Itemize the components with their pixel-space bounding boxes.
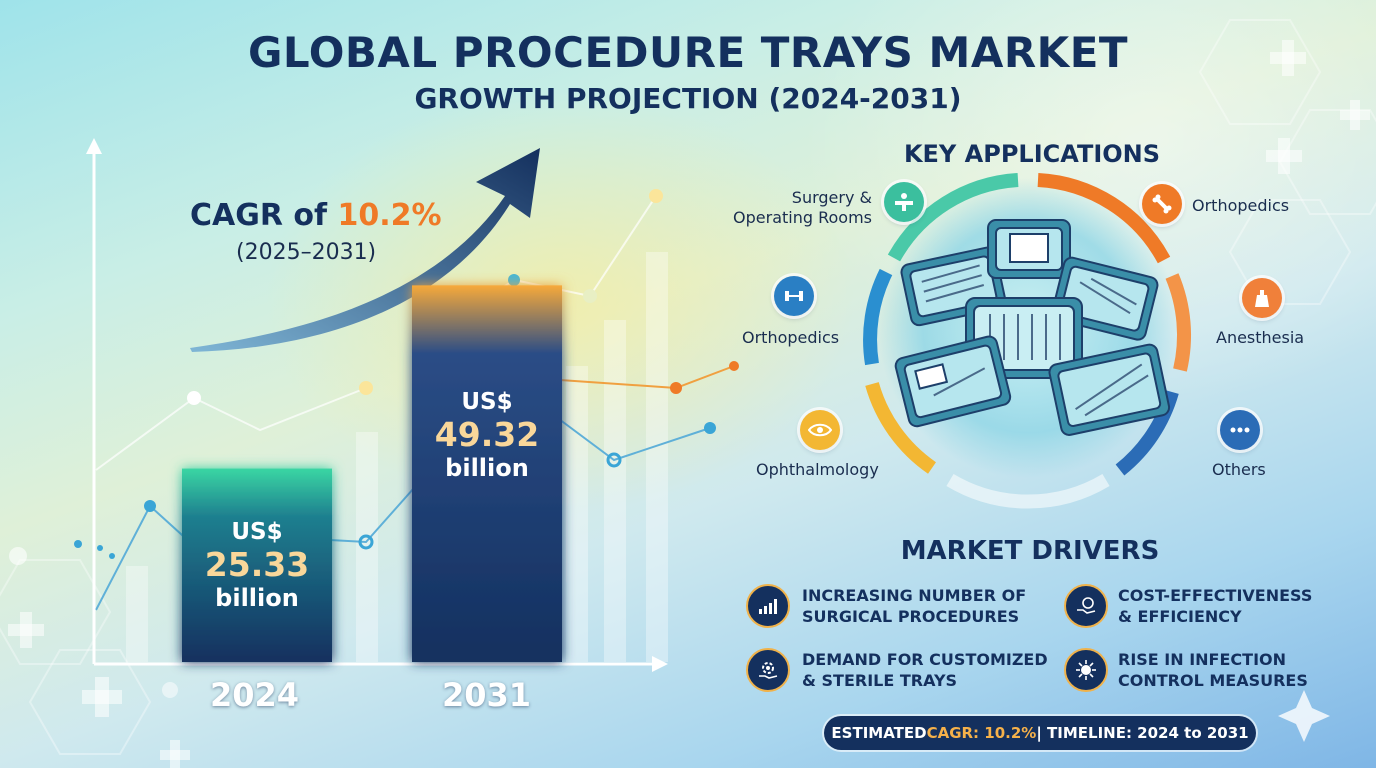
gear-hand-icon: [746, 648, 790, 692]
bar-2024: [182, 468, 332, 662]
bar-label-2024: US$ 25.33 billion: [182, 519, 332, 612]
bone-icon: [1142, 184, 1182, 224]
applications-heading: KEY APPLICATIONS: [903, 140, 1161, 168]
money-hand-icon: [1064, 584, 1108, 628]
chart-area: [9, 138, 739, 698]
page-subtitle: GROWTH PROJECTION (2024-2031): [414, 82, 962, 115]
application-label-anesthesia: Anesthesia: [1216, 328, 1305, 347]
driver-surgical-procedures: Increasing number of surgical procedures: [802, 586, 1027, 626]
cagr-period: (2025–2031): [236, 240, 377, 265]
page-title: GLOBAL PROCEDURE TRAYS MARKET: [247, 28, 1129, 77]
growth-chart-icon: [746, 584, 790, 628]
bar-unit: billion: [215, 583, 299, 612]
driver-infection-control: Rise in infection control measures: [1118, 650, 1308, 690]
procedure-trays-illustration: [894, 219, 1171, 436]
x-tick-2024: 2024: [210, 676, 300, 714]
footer-summary-pill: ESTIMATED CAGR: 10.2% | TIMELINE: 2024 t…: [824, 716, 1256, 750]
chart-axes: [86, 138, 668, 672]
application-label-orthopedics-left: Orthopedics: [742, 328, 840, 347]
cagr-prefix: CAGR of: [190, 198, 328, 233]
footer-prefix: ESTIMATED: [831, 724, 927, 742]
bar-value: 49.32: [434, 415, 540, 455]
driver-customized-trays: Demand for customized & sterile trays: [802, 650, 1048, 690]
footer-timeline: | TIMELINE: 2024 to 2031: [1036, 724, 1249, 742]
application-label-ophthalmology: Ophthalmology: [756, 460, 879, 479]
dumbbell-icon: [774, 276, 814, 316]
drivers-heading: MARKET DRIVERS: [900, 536, 1160, 566]
more-icon: [1220, 410, 1260, 450]
eye-icon: [800, 410, 840, 450]
anesthesia-bag-icon: [1242, 278, 1282, 318]
x-tick-2031: 2031: [442, 676, 532, 714]
footer-cagr: CAGR: 10.2%: [926, 724, 1037, 742]
application-label-orthopedics-right: Orthopedics: [1192, 196, 1290, 215]
cagr-callout: CAGR of 10.2%: [190, 198, 442, 233]
bar-unit: billion: [445, 454, 529, 483]
applications-ring: [863, 173, 1191, 509]
cagr-value: 10.2%: [337, 198, 442, 233]
driver-cost-effectiveness: Cost-effectiveness & efficiency: [1118, 586, 1313, 626]
virus-icon: [1064, 648, 1108, 692]
operating-table-icon: [884, 182, 924, 222]
growth-arrow-icon: [190, 148, 540, 352]
bar-label-2031: US$ 49.32 billion: [412, 389, 562, 482]
trend-points: [9, 189, 739, 698]
bar-currency: US$: [461, 389, 513, 416]
bar-currency: US$: [231, 518, 283, 545]
application-label-surgery: Surgery & Operating Rooms: [733, 188, 872, 227]
bar-2031: [412, 285, 562, 662]
application-label-others: Others: [1212, 460, 1266, 479]
bar-value: 25.33: [204, 544, 310, 584]
